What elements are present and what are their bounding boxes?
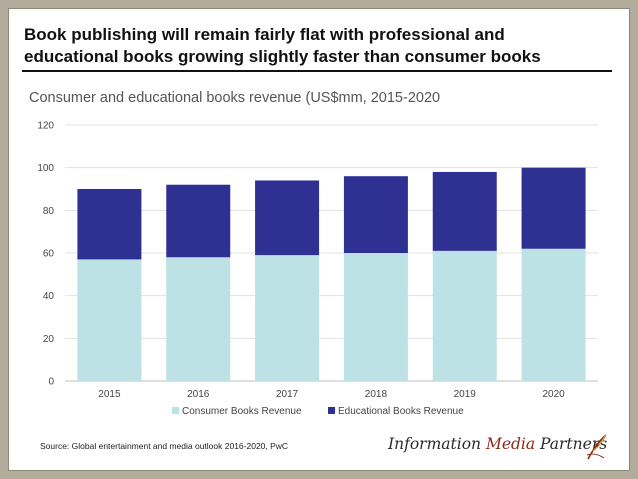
logo-word-partners: Partners bbox=[535, 435, 608, 453]
quill-swirl-icon bbox=[586, 434, 607, 460]
y-tick-label-80: 80 bbox=[43, 206, 55, 217]
x-tick-label-2015: 2015 bbox=[98, 389, 121, 400]
x-tick-label-2016: 2016 bbox=[187, 389, 210, 400]
chart-title: Consumer and educational books revenue (… bbox=[29, 90, 441, 106]
bar-2017-educational bbox=[255, 180, 320, 256]
bar-2016-consumer bbox=[166, 257, 231, 381]
bar-2016-educational bbox=[166, 184, 231, 258]
bar-2019-educational bbox=[432, 171, 497, 251]
bar-2018-consumer bbox=[343, 253, 408, 381]
legend-label-educational: Educational Books Revenue bbox=[338, 406, 464, 417]
x-tick-label-2018: 2018 bbox=[365, 389, 388, 400]
x-tick-label-2020: 2020 bbox=[542, 389, 565, 400]
company-logo: Information Media Partners bbox=[388, 432, 610, 462]
y-tick-label-20: 20 bbox=[43, 334, 55, 345]
x-axis-ticks: 2015 2016 2017 2018 2019 2020 bbox=[98, 389, 565, 400]
legend-label-consumer: Consumer Books Revenue bbox=[182, 406, 302, 417]
bar-2015-educational bbox=[77, 189, 142, 260]
y-axis-ticks: 0 20 40 60 80 100 120 bbox=[37, 121, 54, 388]
headline-line-2: educational books growing slightly faste… bbox=[24, 47, 541, 66]
legend-swatch-consumer bbox=[172, 407, 179, 414]
logo-wordmark: Information Media Partners bbox=[388, 435, 607, 453]
x-tick-label-2017: 2017 bbox=[276, 389, 299, 400]
slide-headline: Book publishing will remain fairly flat … bbox=[24, 24, 604, 68]
headline-divider bbox=[22, 70, 612, 72]
y-tick-label-40: 40 bbox=[43, 291, 55, 302]
y-tick-label-0: 0 bbox=[48, 377, 54, 388]
x-tick-label-2019: 2019 bbox=[454, 389, 477, 400]
y-tick-label-60: 60 bbox=[43, 249, 55, 260]
bars bbox=[77, 167, 586, 381]
y-tick-label-100: 100 bbox=[37, 163, 54, 174]
bar-2019-consumer bbox=[432, 250, 497, 381]
headline-line-1: Book publishing will remain fairly flat … bbox=[24, 25, 505, 44]
bar-2018-educational bbox=[343, 176, 408, 253]
bar-2020-educational bbox=[521, 167, 586, 249]
bar-2015-consumer bbox=[77, 259, 142, 381]
source-note: Source: Global entertainment and media o… bbox=[40, 441, 289, 451]
bar-2017-consumer bbox=[255, 255, 320, 381]
bar-2020-consumer bbox=[521, 248, 586, 381]
gridlines bbox=[65, 124, 598, 382]
logo-word-information: Information bbox=[388, 435, 486, 453]
y-tick-label-120: 120 bbox=[37, 121, 54, 132]
legend: Consumer Books Revenue Educational Books … bbox=[172, 406, 464, 417]
logo-word-media: Media bbox=[485, 435, 536, 453]
legend-swatch-educational bbox=[328, 407, 335, 414]
